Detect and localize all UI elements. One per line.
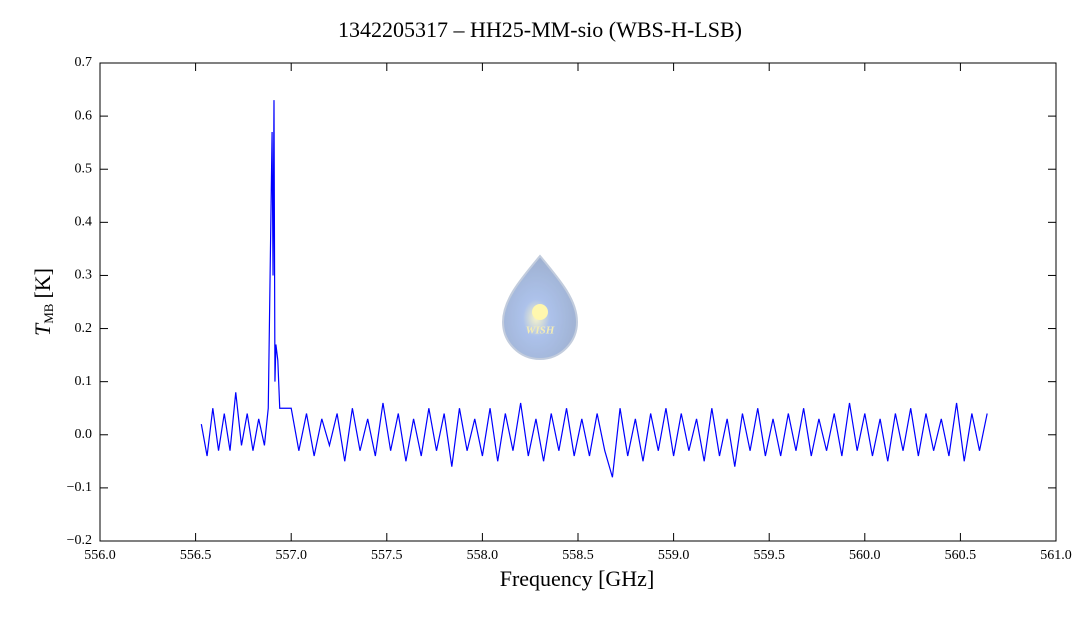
x-tick-label: 558.0 (467, 548, 499, 563)
y-tick-label: −0.1 (67, 480, 92, 495)
y-tick-label: 0.4 (75, 215, 93, 230)
logo-text: WISH (526, 325, 555, 337)
x-tick-label: 561.0 (1040, 548, 1072, 563)
y-tick-label: 0.7 (75, 55, 93, 70)
x-tick-label: 556.0 (84, 548, 116, 563)
y-tick-label: 0.5 (75, 161, 93, 176)
x-tick-label: 559.0 (658, 548, 690, 563)
spectrum-line (200, 100, 988, 478)
x-tick-label: 556.5 (180, 548, 212, 563)
x-tick-label: 560.5 (945, 548, 977, 563)
logo: WISH (501, 254, 579, 360)
y-axis-label: TMB [K] (30, 268, 56, 336)
y-tick-label: 0.0 (75, 427, 93, 442)
x-tick-label: 559.5 (753, 548, 785, 563)
x-axis-label: Frequency [GHz] (500, 566, 655, 591)
y-tick-label: 0.3 (75, 268, 93, 283)
y-tick-label: 0.2 (75, 321, 93, 336)
plot-frame (99, 62, 1057, 542)
y-tick-label: 0.6 (75, 108, 93, 123)
logo-star (532, 304, 548, 320)
x-tick-label: 560.0 (849, 548, 881, 563)
x-tick-label: 558.5 (562, 548, 594, 563)
y-tick-label: 0.1 (75, 374, 93, 389)
y-label-subscript: MB (41, 303, 56, 324)
y-tick-label: −0.2 (67, 533, 92, 548)
y-label-symbol: T (30, 322, 55, 336)
chart-title: 1342205317 – HH25-MM-sio (WBS-H-LSB) (338, 17, 742, 42)
y-label-unit: [K] (30, 268, 55, 299)
x-tick-label: 557.0 (275, 548, 307, 563)
x-tick-label: 557.5 (371, 548, 403, 563)
